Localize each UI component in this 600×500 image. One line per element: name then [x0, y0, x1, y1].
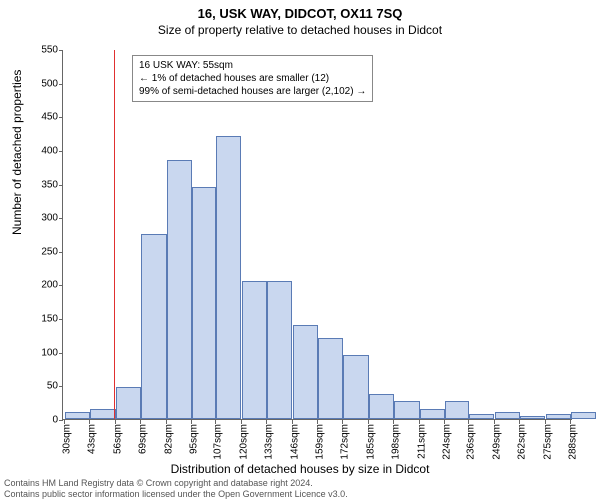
callout-line: ← 1% of detached houses are smaller (12) [139, 72, 366, 85]
y-tick-label: 250 [28, 246, 58, 257]
callout-line: 16 USK WAY: 55sqm [139, 59, 366, 72]
plot-region [62, 50, 572, 420]
y-tick-label: 400 [28, 145, 58, 156]
histogram-bar [267, 281, 292, 419]
y-tick-mark [59, 84, 63, 85]
x-tick-label: 185sqm [365, 424, 376, 460]
reference-line [114, 50, 115, 419]
histogram-bar [420, 409, 445, 419]
x-tick-label: 236sqm [466, 424, 477, 460]
histogram-bar [141, 234, 166, 419]
histogram-bar [369, 394, 394, 419]
histogram-bar [167, 160, 192, 419]
y-tick-mark [59, 319, 63, 320]
y-tick-mark [59, 420, 63, 421]
histogram-bar [65, 412, 90, 419]
histogram-bar [394, 401, 419, 419]
x-tick-label: 146sqm [289, 424, 300, 460]
x-tick-label: 120sqm [238, 424, 249, 460]
title-main: 16, USK WAY, DIDCOT, OX11 7SQ [0, 0, 600, 21]
callout-line: 99% of semi-detached houses are larger (… [139, 85, 366, 98]
footer-line: Contains HM Land Registry data © Crown c… [4, 478, 348, 489]
histogram-bar [116, 387, 141, 419]
y-tick-label: 100 [28, 347, 58, 358]
histogram-bar [90, 409, 115, 419]
y-tick-label: 550 [28, 45, 58, 56]
y-tick-mark [59, 252, 63, 253]
y-tick-mark [59, 218, 63, 219]
chart-area: 16 USK WAY: 55sqm ← 1% of detached house… [62, 50, 572, 420]
y-tick-mark [59, 151, 63, 152]
histogram-bar [293, 325, 318, 419]
footer-attribution: Contains HM Land Registry data © Crown c… [4, 478, 348, 500]
x-tick-label: 159sqm [315, 424, 326, 460]
histogram-bar [469, 414, 494, 419]
y-tick-mark [59, 50, 63, 51]
y-tick-mark [59, 117, 63, 118]
y-tick-label: 0 [28, 415, 58, 426]
chart-container: 16, USK WAY, DIDCOT, OX11 7SQ Size of pr… [0, 0, 600, 500]
histogram-bar [343, 355, 368, 419]
x-tick-label: 211sqm [416, 424, 427, 459]
histogram-bar [318, 338, 343, 419]
histogram-bar [216, 136, 241, 419]
y-tick-label: 500 [28, 78, 58, 89]
y-tick-mark [59, 285, 63, 286]
x-tick-label: 95sqm [189, 424, 200, 454]
callout-box: 16 USK WAY: 55sqm ← 1% of detached house… [132, 55, 373, 102]
y-axis-label: Number of detached properties [10, 70, 24, 235]
title-sub: Size of property relative to detached ho… [0, 21, 600, 37]
y-tick-label: 150 [28, 314, 58, 325]
x-tick-label: 249sqm [491, 424, 502, 460]
x-tick-label: 56sqm [112, 424, 123, 454]
histogram-bar [495, 412, 520, 419]
x-tick-label: 82sqm [163, 424, 174, 454]
y-tick-mark [59, 386, 63, 387]
footer-line: Contains public sector information licen… [4, 489, 348, 500]
x-tick-label: 69sqm [138, 424, 149, 454]
x-tick-label: 43sqm [87, 424, 98, 454]
x-tick-label: 262sqm [517, 424, 528, 460]
x-tick-label: 172sqm [340, 424, 351, 460]
y-tick-mark [59, 353, 63, 354]
histogram-bar [571, 412, 596, 419]
x-tick-label: 275sqm [542, 424, 553, 460]
histogram-bar [445, 401, 469, 419]
histogram-bar [546, 414, 571, 419]
x-tick-label: 133sqm [264, 424, 275, 460]
y-tick-label: 200 [28, 280, 58, 291]
x-tick-label: 107sqm [213, 424, 224, 460]
y-tick-label: 300 [28, 213, 58, 224]
histogram-bar [192, 187, 216, 419]
histogram-bar [520, 416, 545, 419]
histogram-bar [242, 281, 267, 419]
x-tick-label: 198sqm [391, 424, 402, 460]
y-tick-label: 450 [28, 112, 58, 123]
x-tick-label: 30sqm [62, 424, 73, 454]
y-tick-label: 50 [28, 381, 58, 392]
x-tick-label: 288sqm [568, 424, 579, 460]
y-tick-label: 350 [28, 179, 58, 190]
x-tick-label: 224sqm [442, 424, 453, 460]
x-axis-label: Distribution of detached houses by size … [0, 462, 600, 476]
y-tick-mark [59, 185, 63, 186]
